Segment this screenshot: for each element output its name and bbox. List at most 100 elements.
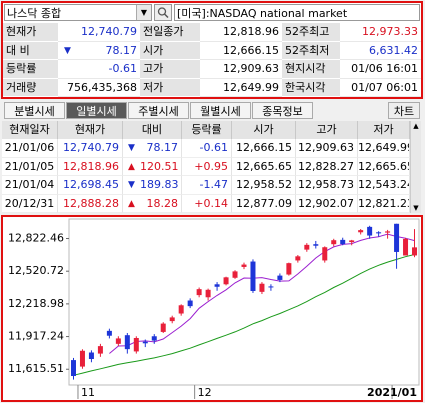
- quote-label: 시가: [140, 41, 200, 60]
- quote-label: 현재가: [3, 23, 58, 42]
- table-cell: 12,877.09: [232, 194, 296, 213]
- change-arrow: ▼: [64, 45, 71, 56]
- scrollbar[interactable]: ▲ ▼: [410, 121, 421, 213]
- candle-body: [340, 239, 346, 245]
- table-cell: 12,740.79: [58, 139, 123, 158]
- table-header: 고가: [296, 121, 358, 139]
- candle-body: [367, 226, 373, 236]
- table-cell: 12,543.24: [358, 176, 410, 195]
- candle-body: [304, 244, 310, 250]
- y-tick-label: 12,218.98: [8, 297, 64, 310]
- table-cell: ▲: [123, 157, 140, 176]
- tab[interactable]: 월별시세: [190, 102, 251, 119]
- x-tick-label: 11: [81, 386, 95, 399]
- candle-body: [178, 305, 184, 314]
- candle-body: [160, 323, 166, 332]
- table-cell: ▼: [123, 139, 140, 158]
- table-cell: 12,828.27: [296, 157, 358, 176]
- tab[interactable]: 분별시세: [4, 102, 65, 119]
- candle-body: [412, 247, 418, 256]
- table-cell: 78.17: [140, 139, 182, 158]
- candle-body: [331, 240, 337, 245]
- candle-body: [70, 360, 76, 377]
- table-cell: 120.51: [140, 157, 182, 176]
- tab[interactable]: 주별시세: [128, 102, 189, 119]
- quote-value: 78.17: [58, 41, 140, 60]
- chart: 11,615.51 11,917.24 12,218.98 12,520.72 12,8…: [8, 218, 420, 399]
- y-tick-label: 11,917.24: [8, 330, 64, 343]
- table-cell: 12,666.15: [232, 139, 296, 158]
- quote-value: 01/07 06:01: [340, 78, 421, 97]
- tab[interactable]: 종목정보: [252, 102, 313, 119]
- candle-body: [376, 232, 382, 234]
- quote-label: 대 비: [3, 41, 58, 60]
- quote-label: 저가: [140, 78, 200, 97]
- candle-body: [205, 289, 211, 298]
- y-tick-label: 11,615.51: [8, 362, 64, 375]
- moving-average-line: [73, 254, 415, 376]
- plot-frame: [68, 218, 420, 386]
- candle-body: [106, 330, 112, 336]
- search-button[interactable]: [154, 4, 172, 21]
- table-cell: 12,902.07: [296, 194, 358, 213]
- quote-value: 6,631.42: [340, 41, 421, 60]
- table-cell: ▲: [123, 194, 140, 213]
- table-header: 현재일자: [2, 121, 58, 139]
- dropdown-button[interactable]: ▼: [136, 5, 151, 20]
- quote-value: 12,740.79: [58, 23, 140, 42]
- table-cell: 20/12/31: [2, 194, 58, 213]
- candle-body: [259, 283, 265, 292]
- candle-body: [349, 240, 355, 243]
- candle-body: [124, 335, 130, 350]
- chart-panel: 11,615.51 11,917.24 12,218.98 12,520.72 12,8…: [1, 215, 423, 402]
- table-header: 저가: [358, 121, 410, 139]
- market-combo[interactable]: 나스닥 종합: [4, 4, 152, 21]
- candle-body: [79, 350, 85, 367]
- table-cell: 12,818.96: [58, 157, 123, 176]
- quote-label: 52주최저: [282, 41, 340, 60]
- table-cell: 12,698.45: [58, 176, 123, 195]
- quote-value: 756,435,368: [58, 78, 140, 97]
- moving-average-line: [109, 233, 415, 354]
- candle-body: [394, 223, 400, 252]
- table-cell: 18.28: [140, 194, 182, 213]
- candle-body: [196, 289, 202, 296]
- candle-body: [142, 341, 148, 344]
- table-cell: 12,665.65: [232, 157, 296, 176]
- table-cell: -0.61: [182, 139, 232, 158]
- quote-label: 고가: [140, 60, 200, 79]
- candle-body: [250, 261, 256, 291]
- quote-label: 거래량: [3, 78, 58, 97]
- quote-value: 01/06 16:01: [340, 60, 421, 79]
- candle-body: [115, 338, 121, 344]
- table-cell: 21/01/04: [2, 176, 58, 195]
- table-cell: -1.47: [182, 176, 232, 195]
- chart-button[interactable]: 차트: [388, 102, 420, 119]
- tab[interactable]: 일별시세: [66, 102, 127, 119]
- exchange-field: [미국]:NASDAQ national market: [174, 4, 420, 21]
- candle-body: [268, 286, 274, 288]
- candle-body: [295, 256, 301, 261]
- table-cell: +0.95: [182, 157, 232, 176]
- quote-value: 12,973.33: [340, 23, 421, 42]
- candle-body: [313, 244, 319, 246]
- candle-body: [133, 337, 139, 352]
- table-cell: 189.83: [140, 176, 182, 195]
- candle-body: [88, 352, 94, 360]
- quote-value: -0.61: [58, 60, 140, 79]
- candle-body: [223, 277, 229, 285]
- table-cell: 12,958.73: [296, 176, 358, 195]
- table-cell: 12,649.99: [358, 139, 410, 158]
- table-cell: 12,909.63: [296, 139, 358, 158]
- candle-body: [385, 231, 391, 233]
- table-header: 현재가: [58, 121, 123, 139]
- table-cell: 12,821.23: [358, 194, 410, 213]
- candle-body: [322, 247, 328, 261]
- candle-body: [214, 284, 220, 287]
- quote-label: 한국시각: [282, 78, 340, 97]
- candle-body: [97, 346, 103, 354]
- table-cell: 12,888.28: [58, 194, 123, 213]
- x-tick-label: 12: [198, 386, 212, 399]
- candle-body: [187, 300, 193, 307]
